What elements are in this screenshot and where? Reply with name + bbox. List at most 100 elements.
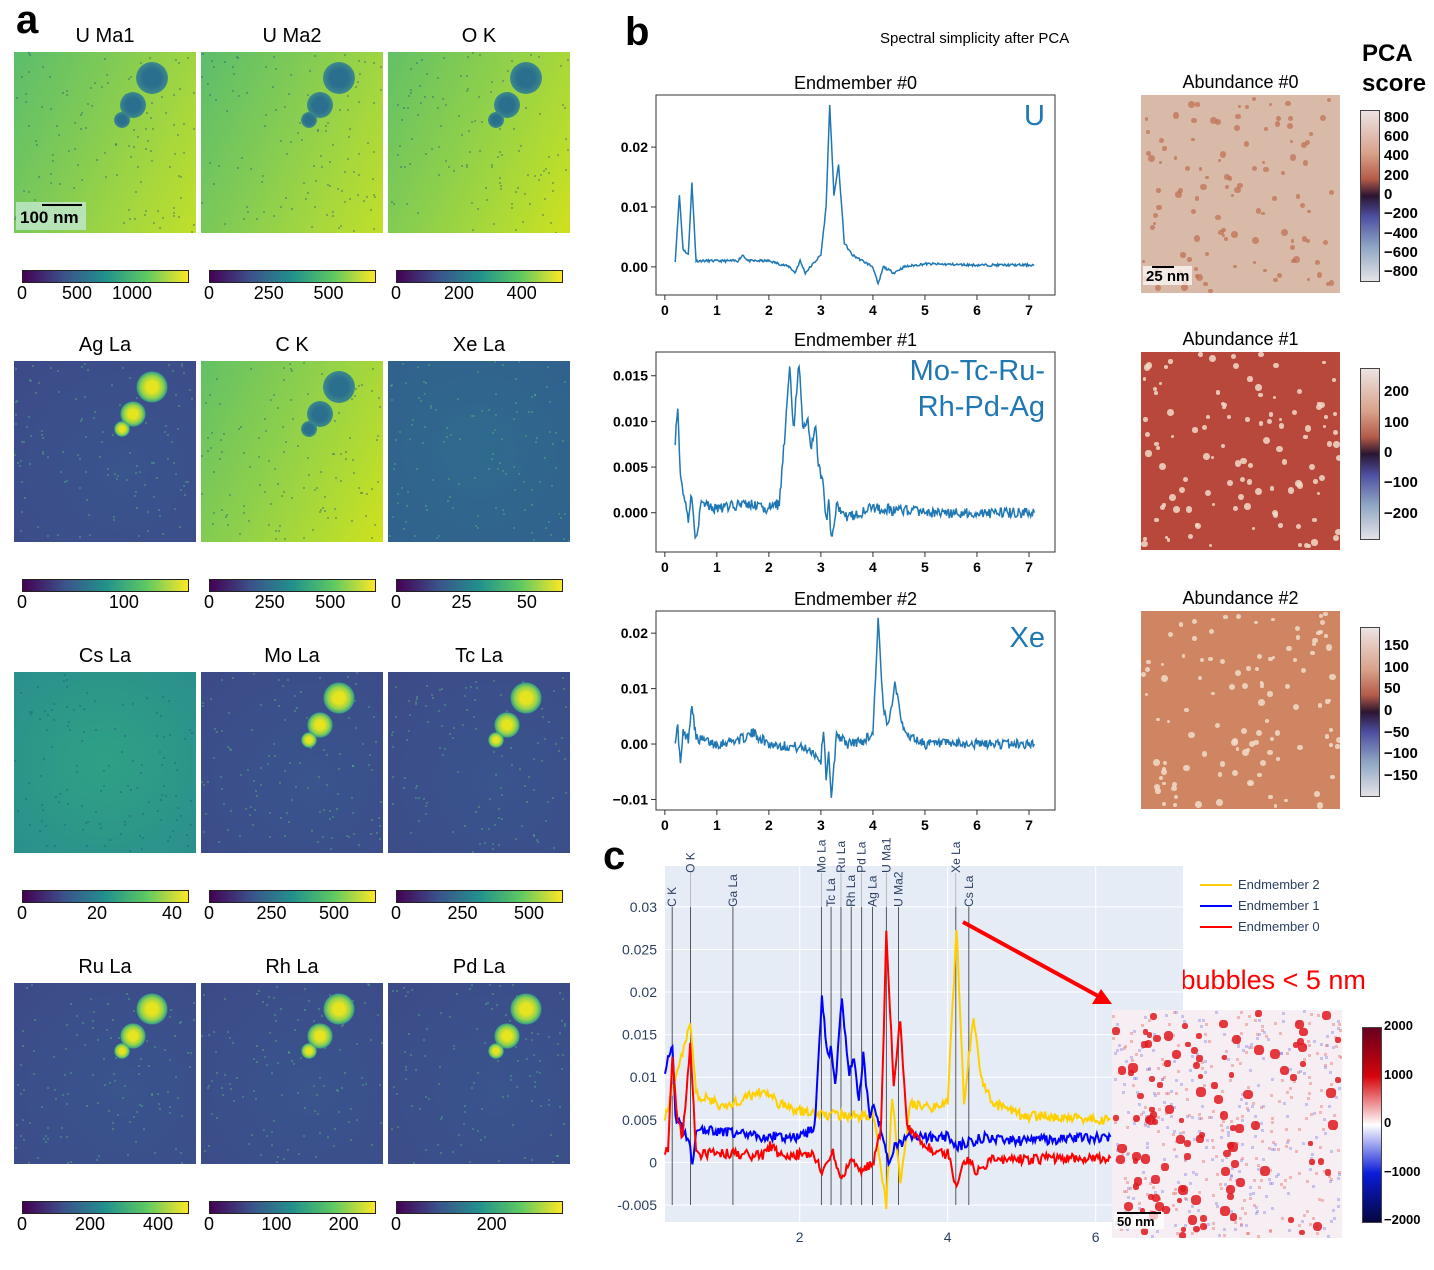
map-noise	[417, 796, 420, 799]
map-noise	[388, 534, 391, 537]
map-noise	[353, 229, 356, 232]
map-noise	[458, 114, 461, 117]
elemental-map	[14, 672, 196, 853]
map-noise	[1121, 1091, 1125, 1095]
map-noise	[1132, 1196, 1136, 1200]
abundance-spot	[1187, 533, 1194, 540]
map-noise	[27, 125, 30, 128]
xe-bubble-spot	[1140, 1154, 1151, 1164]
colorbar-tick-label: 200	[75, 1214, 106, 1234]
map-noise	[328, 818, 331, 821]
map-noise	[211, 522, 214, 525]
map-noise	[1337, 1020, 1341, 1024]
map-noise	[263, 417, 266, 420]
map-noise	[41, 804, 44, 807]
map-noise	[403, 107, 406, 110]
map-noise	[46, 713, 49, 716]
map-noise	[348, 198, 351, 201]
map-noise	[1186, 1097, 1190, 1101]
map-noise	[177, 428, 180, 431]
map-noise	[248, 465, 251, 468]
map-noise	[103, 785, 106, 788]
endmember-element-label: Xe	[1009, 622, 1045, 654]
map-noise	[1254, 1157, 1258, 1161]
map-noise	[1128, 1187, 1132, 1191]
map-noise	[340, 189, 343, 192]
map-noise	[32, 365, 35, 368]
xe-bubble-spot	[1149, 1111, 1158, 1119]
map-noise	[500, 755, 503, 758]
abundance-spot	[1204, 252, 1209, 257]
map-noise	[307, 999, 310, 1002]
abundance-spot	[1183, 476, 1189, 482]
map-noise	[523, 785, 526, 788]
map-noise	[261, 1000, 264, 1003]
legend-item[interactable]: Endmember 2	[1200, 877, 1320, 892]
map-noise	[547, 365, 550, 368]
map-noise	[1201, 1159, 1205, 1163]
abundance-spot	[1249, 740, 1256, 747]
xe-bubble-spot	[1150, 1013, 1158, 1021]
map-noise	[275, 1019, 278, 1022]
map-noise	[72, 709, 75, 712]
map-noise	[173, 212, 176, 215]
map-noise	[265, 66, 268, 69]
map-noise	[136, 1111, 139, 1114]
map-noise	[515, 378, 518, 380]
abundance-spot	[1252, 237, 1259, 244]
map-noise	[505, 710, 508, 713]
map-noise	[1267, 1146, 1271, 1150]
legend-item[interactable]: Endmember 1	[1200, 898, 1320, 913]
map-noise	[370, 488, 373, 491]
map-noise	[534, 393, 537, 396]
map-noise	[1116, 1023, 1120, 1027]
map-noise	[94, 81, 97, 84]
abundance-spot	[1173, 505, 1180, 513]
map-noise	[133, 1010, 136, 1013]
map-noise	[1239, 1224, 1243, 1228]
map-noise	[156, 476, 159, 479]
legend-item[interactable]: Endmember 0	[1200, 919, 1320, 934]
map-noise	[190, 732, 193, 735]
map-noise	[320, 1014, 323, 1017]
particle-blob	[114, 421, 130, 437]
map-noise	[411, 1104, 414, 1107]
map-noise	[302, 361, 305, 364]
map-noise	[176, 768, 179, 771]
map-noise	[1305, 1116, 1309, 1120]
map-noise	[102, 430, 105, 433]
map-noise	[407, 990, 410, 993]
map-noise	[334, 476, 337, 479]
abundance-spot	[1307, 209, 1312, 214]
map-noise	[229, 1036, 232, 1039]
map-noise	[440, 724, 443, 727]
map-noise	[531, 531, 534, 534]
map-noise	[490, 457, 493, 460]
map-noise	[242, 511, 245, 514]
abundance-spot	[1184, 165, 1191, 172]
element-line-label: Xe La	[949, 841, 963, 873]
abundance-spot	[1220, 761, 1226, 767]
abundance-spot	[1174, 156, 1178, 160]
abundance-spot	[1272, 395, 1277, 400]
map-noise	[516, 1060, 519, 1063]
map-noise	[335, 807, 338, 810]
map-noise	[129, 1120, 132, 1123]
map-noise	[106, 81, 109, 84]
map-noise	[424, 805, 427, 808]
map-noise	[344, 457, 347, 460]
abundance-spot	[1310, 650, 1316, 656]
map-noise	[441, 687, 444, 690]
map-noise	[63, 480, 66, 483]
abundance-spot	[1326, 441, 1333, 447]
map-noise	[129, 155, 132, 158]
xe-bubble-spot	[1222, 1055, 1228, 1061]
map-noise	[418, 1108, 421, 1111]
map-noise	[284, 440, 287, 443]
map-noise	[1282, 1185, 1286, 1189]
map-noise	[439, 1151, 442, 1154]
map-noise	[180, 364, 183, 367]
map-noise	[323, 496, 326, 499]
map-noise	[272, 85, 275, 88]
map-noise	[420, 400, 423, 403]
